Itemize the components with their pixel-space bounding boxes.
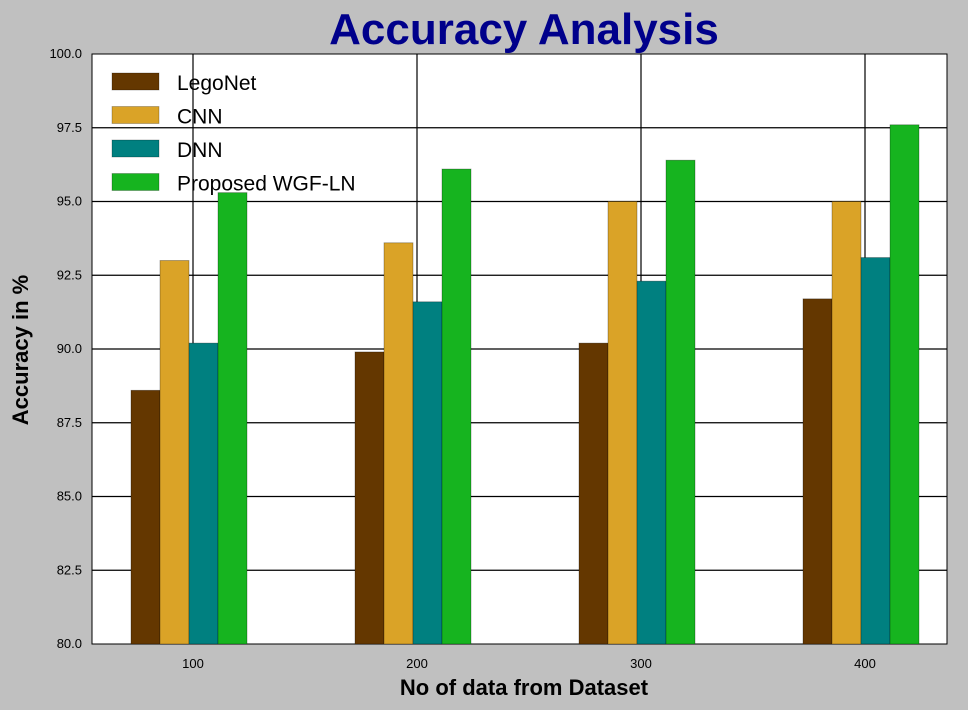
y-axis-label: Accuracy in % [8,275,33,425]
x-tick-label: 200 [406,656,428,671]
bar-cnn-200 [383,242,414,645]
bar-dnn-400 [860,257,891,645]
legend-swatch [111,72,160,91]
y-tick-label: 97.5 [57,120,82,135]
y-tick-label: 100.0 [49,46,82,61]
x-tick-label: 100 [182,656,204,671]
y-tick-label: 95.0 [57,194,82,209]
legend-swatch [111,106,160,124]
bar-legonet-300 [578,342,609,645]
y-tick-label: 85.0 [57,489,82,504]
legend-swatch [111,173,160,191]
ticks-layer: 80.0 82.5 85.0 87.5 90.0 92.5 95.0 97.5 100.0 100… [49,46,875,671]
legend-label: CNN [177,106,223,129]
bar-dnn-200 [412,301,443,645]
bars-layer [130,124,920,645]
y-tick-label: 92.5 [57,267,82,282]
bar-cnn-300 [607,201,638,645]
bar-proposed-wgf-ln-400 [889,124,920,645]
x-tick-label: 400 [854,656,876,671]
legend-label: Proposed WGF-LN [177,173,356,196]
legend-label: LegoNet [177,72,257,95]
y-tick-label: 80.0 [57,636,82,651]
legend-label: DNN [177,139,223,162]
chart-title: Accuracy Analysis [329,5,719,54]
legend-swatch [111,139,160,158]
bar-proposed-wgf-ln-300 [665,159,696,645]
bar-legonet-100 [130,389,161,645]
bar-proposed-wgf-ln-200 [441,168,472,645]
y-tick-label: 87.5 [57,415,82,430]
bar-proposed-wgf-ln-100 [217,192,248,645]
bar-dnn-300 [636,280,667,645]
bar-legonet-400 [802,298,833,645]
bar-cnn-100 [159,260,190,645]
y-tick-label: 90.0 [57,341,82,356]
bar-legonet-200 [354,351,385,645]
bar-cnn-400 [831,201,862,645]
x-tick-label: 300 [630,656,652,671]
legend: LegoNet CNN DNN Proposed WGF-LN [111,72,356,196]
bar-dnn-100 [188,342,219,645]
y-tick-label: 82.5 [57,562,82,577]
x-axis-label: No of data from Dataset [400,675,649,700]
